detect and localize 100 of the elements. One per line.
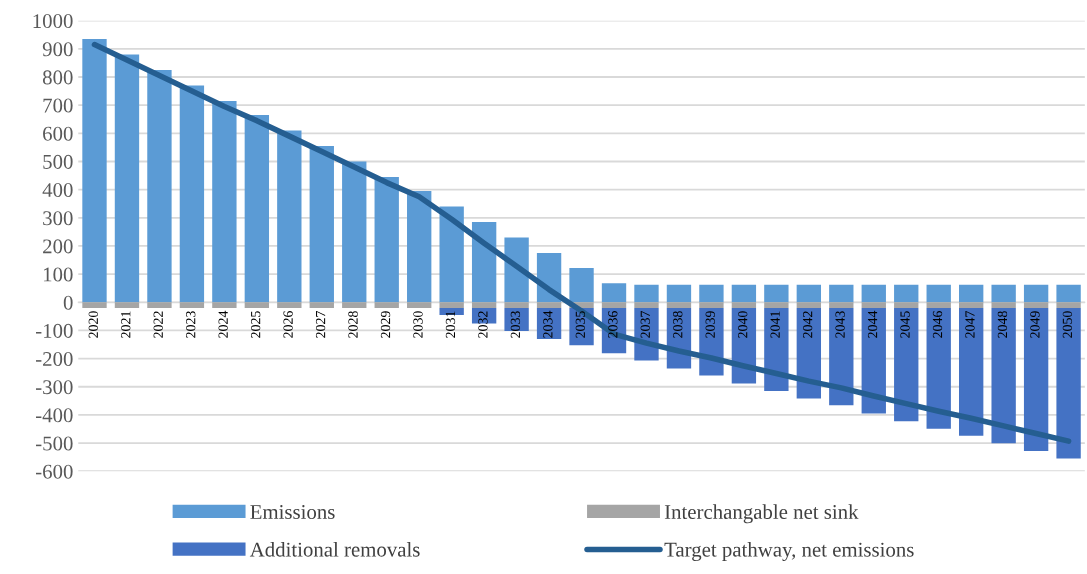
y-tick-label: -400 (35, 408, 73, 423)
bar (277, 130, 302, 303)
x-tick-label: 2046 (932, 311, 943, 338)
x-tick-label: 2027 (315, 311, 326, 338)
y-tick-label: -100 (35, 323, 73, 338)
bar (959, 307, 984, 436)
x-tick-label: 2036 (608, 311, 618, 338)
x-tick-label: 2034 (543, 310, 553, 338)
bar (439, 302, 464, 308)
legend-label: Emissions (250, 505, 335, 519)
bar (699, 307, 724, 376)
legend-label: Interchangable net sink (664, 504, 859, 524)
bar (764, 284, 789, 303)
x-tick-label: 2022 (153, 311, 163, 338)
bar (634, 284, 659, 303)
bar (796, 284, 822, 303)
bar (179, 302, 205, 308)
bar (536, 302, 562, 308)
y-tick-label: 1000 (33, 14, 73, 29)
bar (1056, 302, 1081, 308)
x-tick-label: 2035 (575, 311, 586, 338)
x-tick-label: 2020 (88, 311, 98, 338)
bar (179, 85, 205, 303)
x-tick-label: 2029 (380, 311, 391, 338)
bar (926, 307, 951, 429)
bar (731, 284, 757, 303)
bar (342, 161, 367, 303)
y-tick-label: -600 (35, 464, 73, 479)
bar (894, 307, 919, 422)
y-tick-label: -200 (35, 351, 73, 367)
x-tick-label: 2042 (802, 311, 813, 338)
bar (926, 302, 951, 308)
y-tick-label: 800 (42, 70, 73, 85)
y-tick-label: 200 (43, 239, 73, 254)
bar (439, 206, 464, 303)
y-tick-label: 500 (43, 154, 73, 169)
bar (244, 302, 270, 308)
x-tick-label: 2049 (1030, 311, 1040, 338)
bar (861, 302, 886, 308)
x-tick-label: 2030 (413, 311, 423, 338)
bar (114, 302, 140, 308)
x-tick-label: 2044 (867, 310, 878, 338)
y-tick-label: 700 (43, 98, 73, 113)
x-tick-label: 2021 (121, 311, 131, 338)
bar (829, 284, 854, 303)
bar (309, 302, 334, 308)
x-tick-label: 2045 (900, 311, 910, 338)
bar (82, 38, 107, 303)
y-tick-label: 100 (43, 267, 73, 282)
x-tick-label: 2031 (445, 311, 456, 338)
bar (601, 283, 627, 303)
y-tick-label: 0 (63, 295, 73, 310)
x-tick-label: 2043 (835, 311, 845, 338)
bar (666, 302, 692, 308)
bar (731, 302, 757, 308)
y-tick-label: 400 (42, 183, 73, 198)
x-tick-label: 2041 (770, 311, 780, 338)
bar (861, 284, 886, 303)
bar (82, 302, 107, 308)
bar (861, 307, 886, 414)
bar (764, 302, 789, 308)
x-tick-label: 2038 (673, 311, 683, 338)
x-tick-label: 2037 (640, 311, 650, 338)
x-tick-label: 2047 (965, 311, 975, 338)
x-tick-label: 2050 (1062, 311, 1073, 338)
x-tick-label: 2048 (997, 311, 1008, 338)
bar (634, 302, 659, 308)
bar (829, 302, 854, 308)
bar (894, 302, 919, 308)
y-tick-label: 900 (42, 42, 73, 57)
bar (114, 54, 140, 303)
bar (212, 100, 237, 303)
bar (342, 302, 367, 308)
bar (796, 302, 822, 308)
bar (1056, 284, 1081, 303)
bar (959, 284, 984, 303)
bar (147, 302, 172, 308)
bar (926, 284, 951, 303)
bar (894, 284, 919, 303)
x-tick-label: 2040 (738, 311, 748, 338)
x-tick-label: 2032 (478, 311, 488, 338)
x-tick-label: 2028 (348, 311, 358, 338)
x-tick-label: 2023 (186, 311, 196, 338)
bar (407, 302, 432, 308)
x-tick-label: 2033 (510, 311, 521, 338)
bar (699, 284, 724, 303)
y-tick-label: -500 (35, 436, 73, 451)
bar (569, 267, 594, 303)
y-tick-label: 300 (43, 211, 73, 226)
bar (212, 302, 237, 308)
bar (244, 115, 270, 303)
bar (1023, 302, 1049, 308)
bar (1023, 307, 1049, 451)
x-tick-label: 2024 (218, 310, 228, 338)
x-tick-label: 2025 (250, 311, 261, 338)
bar (991, 284, 1016, 303)
bar (471, 222, 497, 303)
bar (1056, 307, 1081, 459)
bar (147, 69, 172, 303)
bar (991, 302, 1016, 308)
